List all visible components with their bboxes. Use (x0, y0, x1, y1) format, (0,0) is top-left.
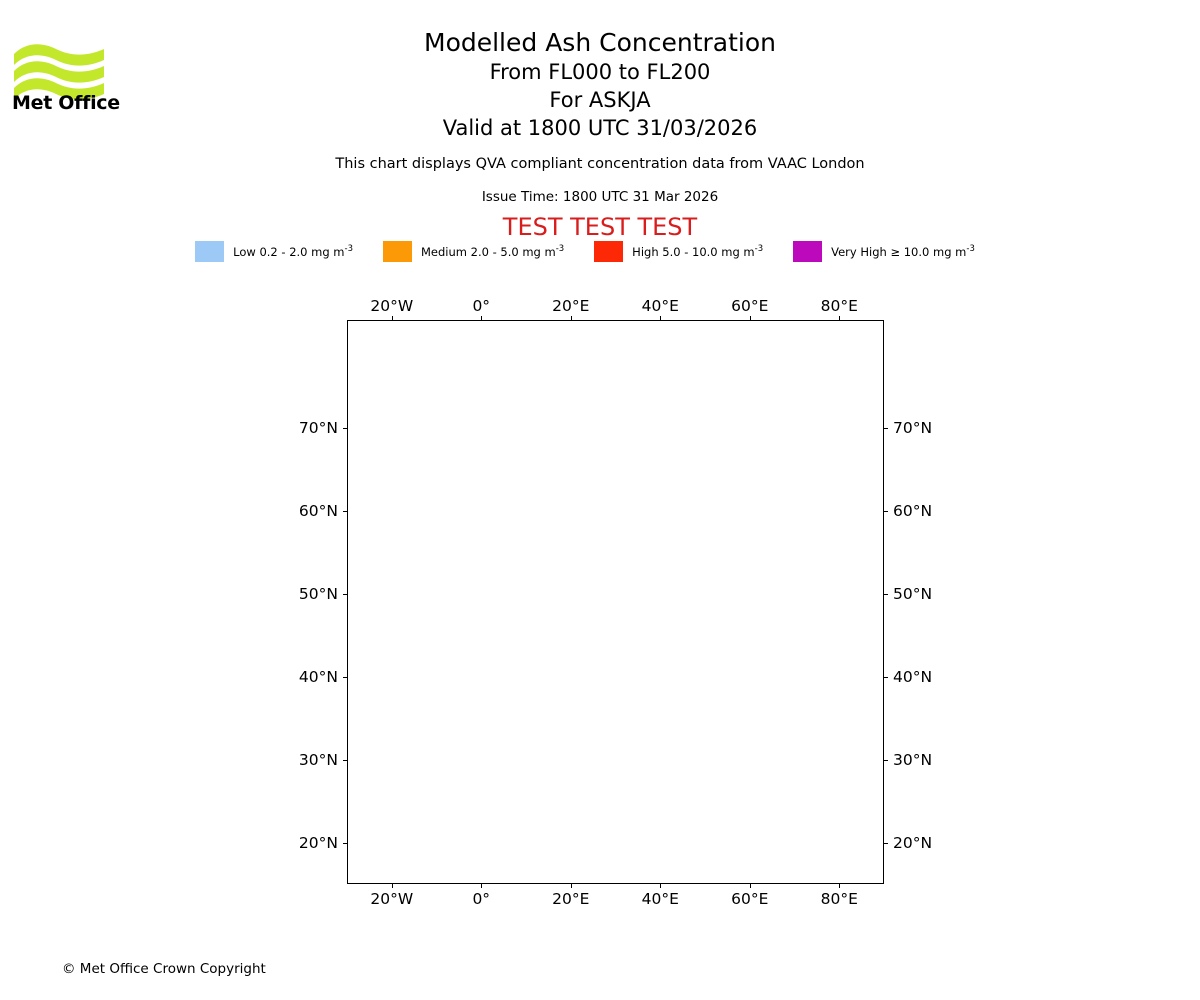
lon-label-bottom-2: 20°E (552, 890, 590, 908)
lat-label-right-4: 60°N (893, 501, 933, 520)
legend-item-high: High 5.0 - 10.0 mg m-3 (594, 241, 793, 262)
lat-label-left-0: 20°N (298, 833, 338, 852)
legend-label-text: Very High ≥ 10.0 mg m (831, 244, 967, 259)
legend-label-exponent: -3 (344, 244, 353, 255)
lat-tick-left-3 (343, 593, 347, 595)
lon-label-bottom-3: 40°E (641, 890, 679, 908)
lon-tick-bottom-5 (839, 884, 841, 888)
lon-tick-bottom-3 (660, 884, 662, 888)
legend-item-medium: Medium 2.0 - 5.0 mg m-3 (382, 241, 594, 262)
page-title: Modelled Ash Concentration From FL000 to… (0, 28, 1200, 142)
lon-label-bottom-0: 20°W (370, 890, 414, 908)
test-banner: TEST TEST TEST (502, 213, 698, 241)
concentration-legend: Low 0.2 - 2.0 mg m-3 Medium 2.0 - 5.0 mg … (0, 241, 1200, 262)
legend-swatch-low (195, 241, 225, 262)
legend-label-medium: Medium 2.0 - 5.0 mg m-3 (421, 244, 564, 259)
lat-tick-left-5 (343, 427, 347, 429)
lat-tick-left-1 (343, 759, 347, 761)
lat-label-left-1: 30°N (298, 750, 338, 769)
lat-label-left-4: 60°N (298, 501, 338, 520)
lon-label-top-1: 0° (472, 297, 491, 315)
lat-tick-right-2 (884, 676, 888, 678)
lon-tick-top-0 (391, 316, 393, 320)
legend-swatch-very-high (793, 241, 823, 262)
lon-tick-top-4 (749, 316, 751, 320)
lon-label-top-2: 20°E (552, 297, 590, 315)
legend-label-very-high: Very High ≥ 10.0 mg m-3 (831, 244, 975, 259)
legend-label-text: Medium 2.0 - 5.0 mg m (420, 244, 556, 259)
lat-tick-right-5 (884, 427, 888, 429)
legend-label-low: Low 0.2 - 2.0 mg m-3 (233, 244, 353, 259)
legend-label-text: High 5.0 - 10.0 mg m (632, 244, 755, 259)
title-line-1: Modelled Ash Concentration (424, 28, 776, 57)
lat-tick-right-4 (884, 510, 888, 512)
legend-swatch-high (594, 241, 624, 262)
lon-label-top-0: 20°W (370, 297, 414, 315)
lat-tick-left-0 (343, 842, 347, 844)
title-line-4: Valid at 1800 UTC 31/03/2026 (442, 116, 758, 140)
lon-label-bottom-1: 0° (472, 890, 491, 908)
lat-label-left-3: 50°N (298, 584, 338, 603)
lat-label-left-2: 40°N (298, 667, 338, 686)
legend-swatch-medium (382, 241, 412, 262)
legend-label-text: Low 0.2 - 2.0 mg m (233, 244, 345, 259)
lon-tick-top-3 (660, 316, 662, 320)
lat-label-right-3: 50°N (893, 584, 933, 603)
lon-tick-bottom-2 (570, 884, 572, 888)
lat-label-right-0: 20°N (893, 833, 933, 852)
lon-tick-bottom-1 (481, 884, 483, 888)
lat-tick-right-1 (884, 759, 888, 761)
legend-label-high: High 5.0 - 10.0 mg m-3 (632, 244, 763, 259)
lon-tick-top-5 (839, 316, 841, 320)
lon-label-bottom-5: 80°E (820, 890, 858, 908)
lon-label-top-4: 60°E (731, 297, 769, 315)
title-line-2: From FL000 to FL200 (489, 60, 711, 84)
lon-label-bottom-4: 60°E (731, 890, 769, 908)
issue-time-label: Issue Time: 1800 UTC 31 Mar 2026 (481, 189, 719, 205)
lon-tick-top-1 (481, 316, 483, 320)
lat-tick-right-3 (884, 593, 888, 595)
title-line-3: For ASKJA (549, 88, 651, 112)
legend-item-low: Low 0.2 - 2.0 mg m-3 (195, 241, 383, 262)
lat-label-right-1: 30°N (893, 750, 933, 769)
lat-label-left-5: 70°N (298, 418, 338, 437)
lon-tick-top-2 (570, 316, 572, 320)
lat-tick-left-2 (343, 676, 347, 678)
legend-label-exponent: -3 (555, 244, 565, 255)
met-office-logo (14, 44, 104, 100)
legend-label-exponent: -3 (754, 244, 764, 255)
copyright-notice: © Met Office Crown Copyright (62, 961, 266, 977)
lat-tick-right-0 (884, 842, 888, 844)
chart-subtitle: This chart displays QVA compliant concen… (335, 156, 865, 172)
lon-tick-bottom-0 (391, 884, 393, 888)
legend-item-very-high: Very High ≥ 10.0 mg m-3 (793, 241, 1005, 262)
brand-wordmark: Met Office (12, 92, 120, 114)
lat-tick-left-4 (343, 510, 347, 512)
met-office-waves-logo (14, 44, 104, 100)
map-border (347, 320, 884, 884)
ash-concentration-map[interactable] (347, 320, 884, 884)
lon-label-top-3: 40°E (641, 297, 679, 315)
lon-label-top-5: 80°E (820, 297, 858, 315)
lon-tick-bottom-4 (749, 884, 751, 888)
lat-label-right-2: 40°N (893, 667, 933, 686)
legend-label-exponent: -3 (966, 244, 975, 255)
lat-label-right-5: 70°N (893, 418, 933, 437)
